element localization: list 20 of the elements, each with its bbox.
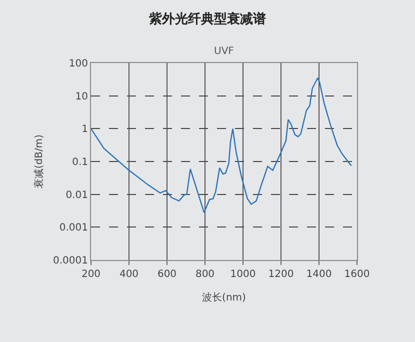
- y-tick-label: 0.001: [59, 222, 88, 234]
- x-tick-label: 600: [157, 269, 177, 280]
- y-tick-label: 1: [82, 124, 88, 136]
- y-tick-label: 0.01: [66, 190, 88, 201]
- y-tick-label: 0.0001: [53, 256, 88, 266]
- y-tick-label: 10: [75, 91, 88, 102]
- y-axis-title: 衰减(dB/m): [33, 134, 45, 189]
- x-axis-title: 波长(nm): [202, 292, 246, 304]
- x-tick-label: 400: [119, 269, 139, 280]
- x-tick-label: 1400: [306, 269, 332, 280]
- x-tick-label: 200: [81, 269, 101, 280]
- chart-title: 紫外光纤典型衰减谱: [148, 10, 266, 27]
- x-tick-label: 800: [195, 269, 215, 280]
- x-tick-label: 1200: [268, 269, 294, 280]
- x-tick-label: 1000: [230, 269, 256, 280]
- x-tick-label: 1600: [344, 269, 370, 280]
- y-tick-label: 100: [68, 58, 88, 70]
- y-tick-label: 0.1: [72, 157, 88, 168]
- line-series: [91, 77, 352, 214]
- chart-subtitle: UVF: [214, 46, 234, 57]
